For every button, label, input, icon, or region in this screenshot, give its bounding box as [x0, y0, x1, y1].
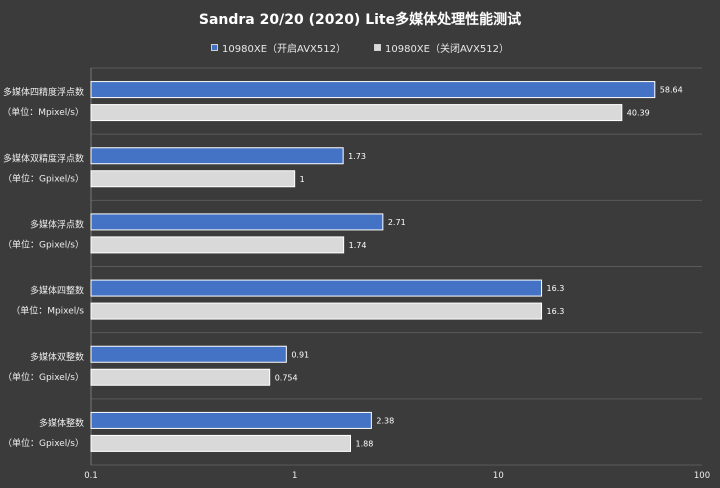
category-label: 多媒体浮点数 — [30, 218, 84, 230]
value-label-avx-off: 1.74 — [349, 241, 367, 250]
category-label: 多媒体整数 — [39, 417, 84, 429]
category-unit-label: （单位：Gpixel/s） — [3, 371, 84, 383]
x-tick-label: 0.1 — [84, 471, 98, 481]
category-unit-label: （单位：Mpixel/s — [11, 305, 84, 317]
bar-avx-off — [90, 170, 296, 188]
value-label-avx-on: 2.38 — [376, 416, 394, 425]
category-label: 多媒体四精度浮点数 — [3, 86, 84, 98]
bar-avx-on — [90, 345, 287, 363]
value-label-avx-on: 1.73 — [348, 152, 366, 161]
bar-avx-on — [90, 279, 543, 297]
bar-avx-off — [90, 302, 543, 320]
chart-title: Sandra 20/20 (2020) Lite多媒体处理性能测试 — [198, 12, 522, 28]
legend-swatch-avx-on — [211, 44, 219, 51]
legend-label-avx-off: 10980XE（关闭AVX512） — [385, 44, 509, 55]
bar-avx-on — [90, 81, 656, 99]
legend-item-avx-off: 10980XE（关闭AVX512） — [374, 40, 509, 55]
legend: 10980XE（开启AVX512） 10980XE（关闭AVX512） — [0, 40, 720, 55]
category-label: 多媒体双整数 — [30, 351, 84, 363]
x-tick-label: 10 — [493, 471, 504, 481]
legend-swatch-avx-off — [374, 44, 381, 51]
legend-label-avx-on: 10980XE（开启AVX512） — [222, 44, 346, 55]
value-label-avx-off: 40.39 — [627, 109, 650, 118]
bar-avx-on — [90, 411, 372, 429]
value-label-avx-off: 1 — [300, 175, 305, 184]
value-label-avx-on: 16.3 — [547, 284, 565, 293]
value-label-avx-on: 0.91 — [291, 350, 309, 359]
value-label-avx-off: 1.88 — [356, 439, 374, 448]
bar-avx-off — [90, 104, 623, 122]
x-tick-label: 1 — [292, 471, 297, 481]
category-unit-label: （单位：Mpixel/s） — [2, 106, 84, 118]
bar-avx-off — [90, 368, 271, 386]
legend-item-avx-on: 10980XE（开启AVX512） — [211, 40, 346, 55]
category-unit-label: （单位：Gpixel/s） — [3, 172, 84, 184]
value-label-avx-off: 16.3 — [547, 307, 565, 316]
x-tick-label: 100 — [694, 471, 710, 481]
value-label-avx-on: 2.71 — [388, 218, 406, 227]
category-unit-label: （单位：Gpixel/s） — [3, 437, 84, 449]
bar-avx-on — [90, 147, 344, 165]
bar-avx-off — [90, 236, 345, 254]
bar-avx-off — [90, 434, 352, 452]
value-label-avx-on: 58.64 — [660, 86, 683, 95]
category-unit-label: （单位：Gpixel/s） — [3, 238, 84, 250]
category-label: 多媒体双精度浮点数 — [3, 152, 84, 164]
value-label-avx-off: 0.754 — [275, 373, 298, 382]
bar-avx-on — [90, 213, 384, 231]
category-label: 多媒体四整数 — [30, 285, 84, 297]
